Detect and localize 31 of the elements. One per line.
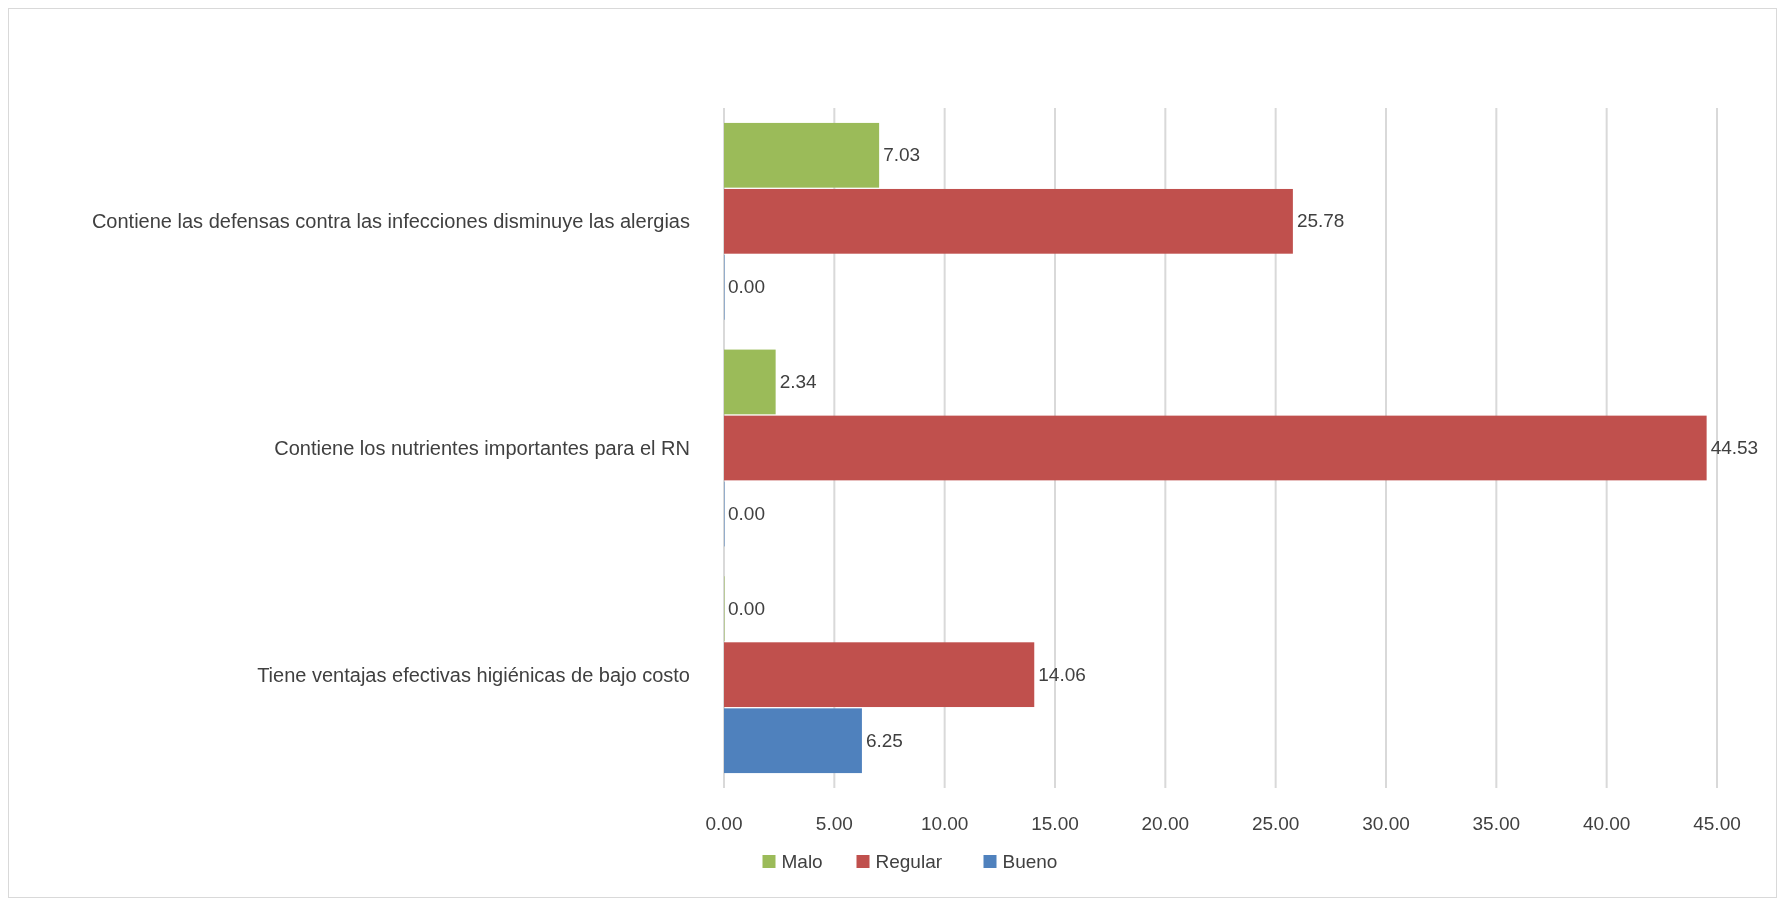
x-tick-label: 35.00 [1472, 813, 1521, 834]
legend-label: Bueno [1002, 851, 1058, 872]
bar [724, 122, 880, 188]
y-tick-label: Contiene las defensas contra las infecciones disminuye las alergias [91, 210, 690, 233]
y-tick-label: Tiene ventajas efectivas higiénicas de bajo costo [257, 663, 690, 686]
data-label: 0.00 [728, 503, 765, 525]
x-tick-label: 5.00 [815, 813, 853, 834]
bar [724, 349, 776, 415]
y-tick-label: Contiene los nutrientes importantes para el RN [274, 437, 690, 459]
legend-label: Regular [875, 851, 943, 872]
bar [724, 188, 1293, 254]
x-tick-label: 30.00 [1362, 813, 1410, 834]
data-label: 0.00 [728, 276, 765, 298]
x-tick-label: 25.00 [1251, 813, 1300, 834]
bar [724, 642, 1035, 708]
data-label: 14.06 [1038, 663, 1086, 685]
x-tick-label: 45.00 [1693, 813, 1741, 834]
data-label: 25.78 [1296, 210, 1345, 232]
data-label: 44.53 [1710, 437, 1759, 458]
x-tick-label: 10.00 [920, 813, 969, 834]
data-label: 0.00 [728, 597, 765, 619]
data-label: 2.34 [779, 370, 818, 392]
data-label: 7.03 [883, 144, 921, 166]
x-tick-label: 0.00 [705, 813, 743, 834]
legend-label: Malo [781, 851, 823, 872]
x-tick-label: 20.00 [1141, 813, 1190, 834]
x-tick-label: 15.00 [1031, 813, 1079, 834]
x-tick-label: 40.00 [1582, 813, 1631, 834]
bar [724, 708, 862, 774]
data-label: 6.25 [865, 729, 903, 751]
bar [724, 415, 1707, 481]
